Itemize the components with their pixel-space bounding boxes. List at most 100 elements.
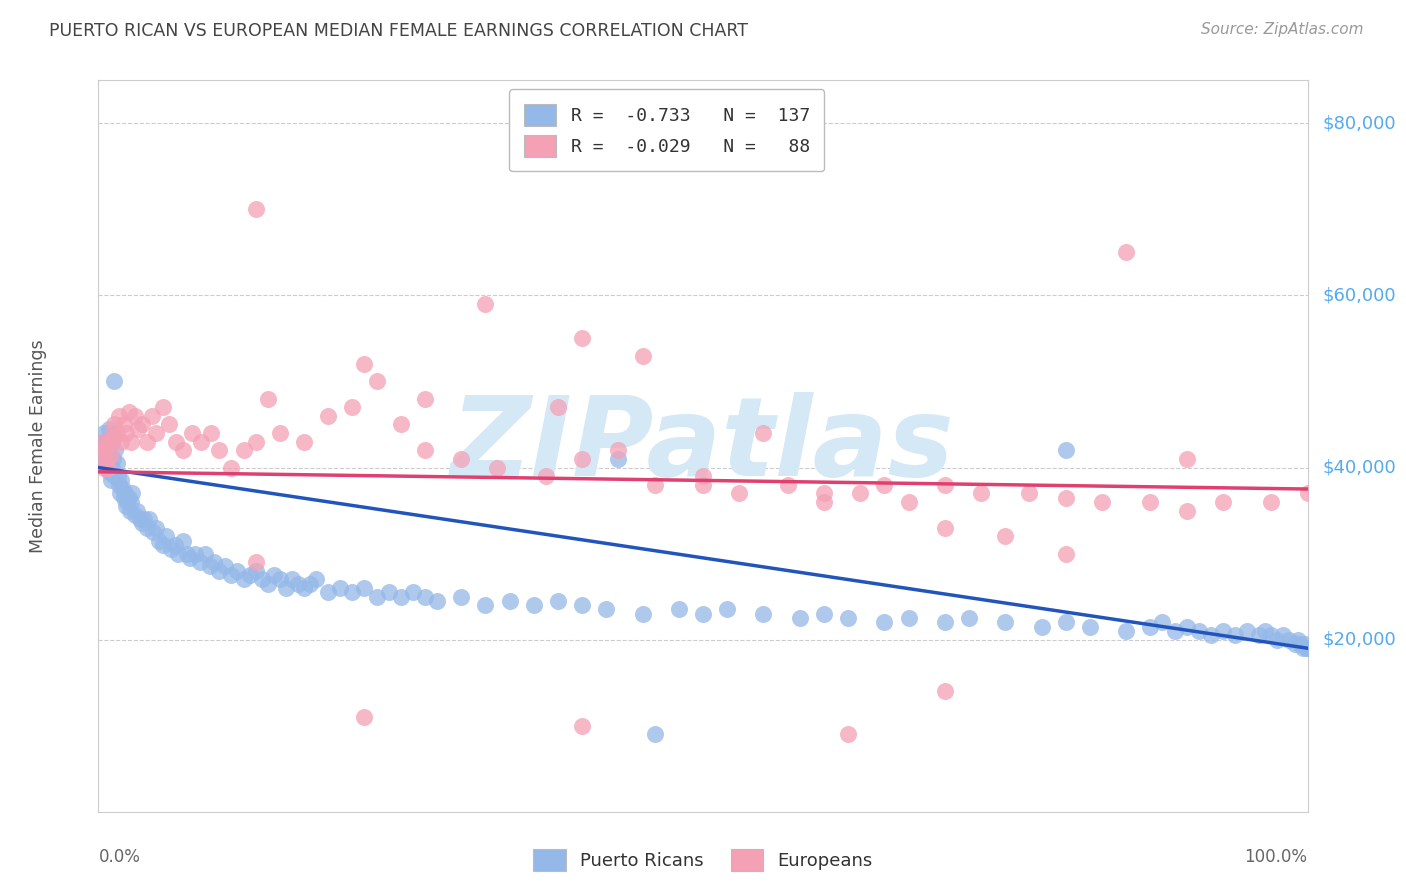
Text: Source: ZipAtlas.com: Source: ZipAtlas.com [1201,22,1364,37]
Point [1054,615,1077,630]
Point [1212,495,1234,509]
Point [426,594,449,608]
Point [897,495,920,509]
Point [204,555,226,569]
Point [1278,632,1301,647]
Point [112,417,135,432]
Point [108,486,131,500]
Point [100,430,122,444]
Point [93,460,115,475]
Point [644,727,666,741]
Point [239,568,262,582]
Point [1054,547,1077,561]
Point [934,684,956,698]
Point [155,529,177,543]
Point [523,598,546,612]
Point [342,585,364,599]
Point [188,555,211,569]
Point [107,469,129,483]
Point [108,409,131,423]
Point [97,460,120,475]
Point [172,533,194,548]
Point [91,434,114,449]
Text: 0.0%: 0.0% [98,848,141,866]
Point [970,486,993,500]
Point [134,512,156,526]
Point [450,590,472,604]
Point [595,602,617,616]
Point [292,581,315,595]
Point [208,443,231,458]
Point [957,611,980,625]
Point [1267,632,1289,647]
Point [200,426,222,441]
Point [100,434,122,449]
Point [172,443,194,458]
Point [1236,624,1258,638]
Point [103,375,125,389]
Point [128,512,150,526]
Text: $60,000: $60,000 [1322,286,1396,304]
Point [1163,624,1185,638]
Point [849,486,872,500]
Point [256,392,278,406]
Point [1175,451,1198,466]
Point [198,559,221,574]
Point [121,486,143,500]
Point [214,559,236,574]
Point [91,443,114,458]
Point [631,607,654,621]
Point [118,491,141,505]
Point [1296,486,1319,500]
Point [120,434,142,449]
Point [98,465,121,479]
Point [934,615,956,630]
Point [837,727,859,741]
Text: $20,000: $20,000 [1322,631,1396,648]
Point [105,426,128,441]
Point [1286,632,1309,647]
Point [1294,637,1316,651]
Text: Median Female Earnings: Median Female Earnings [30,339,46,553]
Point [165,434,187,449]
Point [1296,641,1319,656]
Text: PUERTO RICAN VS EUROPEAN MEDIAN FEMALE EARNINGS CORRELATION CHART: PUERTO RICAN VS EUROPEAN MEDIAN FEMALE E… [49,22,748,40]
Point [934,521,956,535]
Point [668,602,690,616]
Point [135,521,157,535]
Point [1115,245,1137,260]
Point [728,486,751,500]
Point [98,422,121,436]
Point [97,443,120,458]
Point [752,607,775,621]
Point [124,508,146,522]
Point [994,615,1017,630]
Point [287,576,309,591]
Point [299,576,322,591]
Point [179,550,201,565]
Point [534,469,557,483]
Point [692,477,714,491]
Point [1139,495,1161,509]
Point [250,573,273,587]
Text: ZIPatlas: ZIPatlas [451,392,955,500]
Point [115,426,138,441]
Point [1292,641,1315,656]
Point [873,615,896,630]
Legend: Puerto Ricans, Europeans: Puerto Ricans, Europeans [526,842,880,879]
Point [101,426,124,441]
Legend: R =  -0.733   N =  137, R =  -0.029   N =   88: R = -0.733 N = 137, R = -0.029 N = 88 [509,89,824,171]
Point [547,594,569,608]
Point [607,451,630,466]
Point [135,434,157,449]
Point [353,581,375,595]
Point [607,443,630,458]
Point [232,573,254,587]
Point [1175,620,1198,634]
Point [184,547,207,561]
Point [486,460,509,475]
Point [208,564,231,578]
Point [94,439,117,453]
Point [269,426,291,441]
Point [1091,495,1114,509]
